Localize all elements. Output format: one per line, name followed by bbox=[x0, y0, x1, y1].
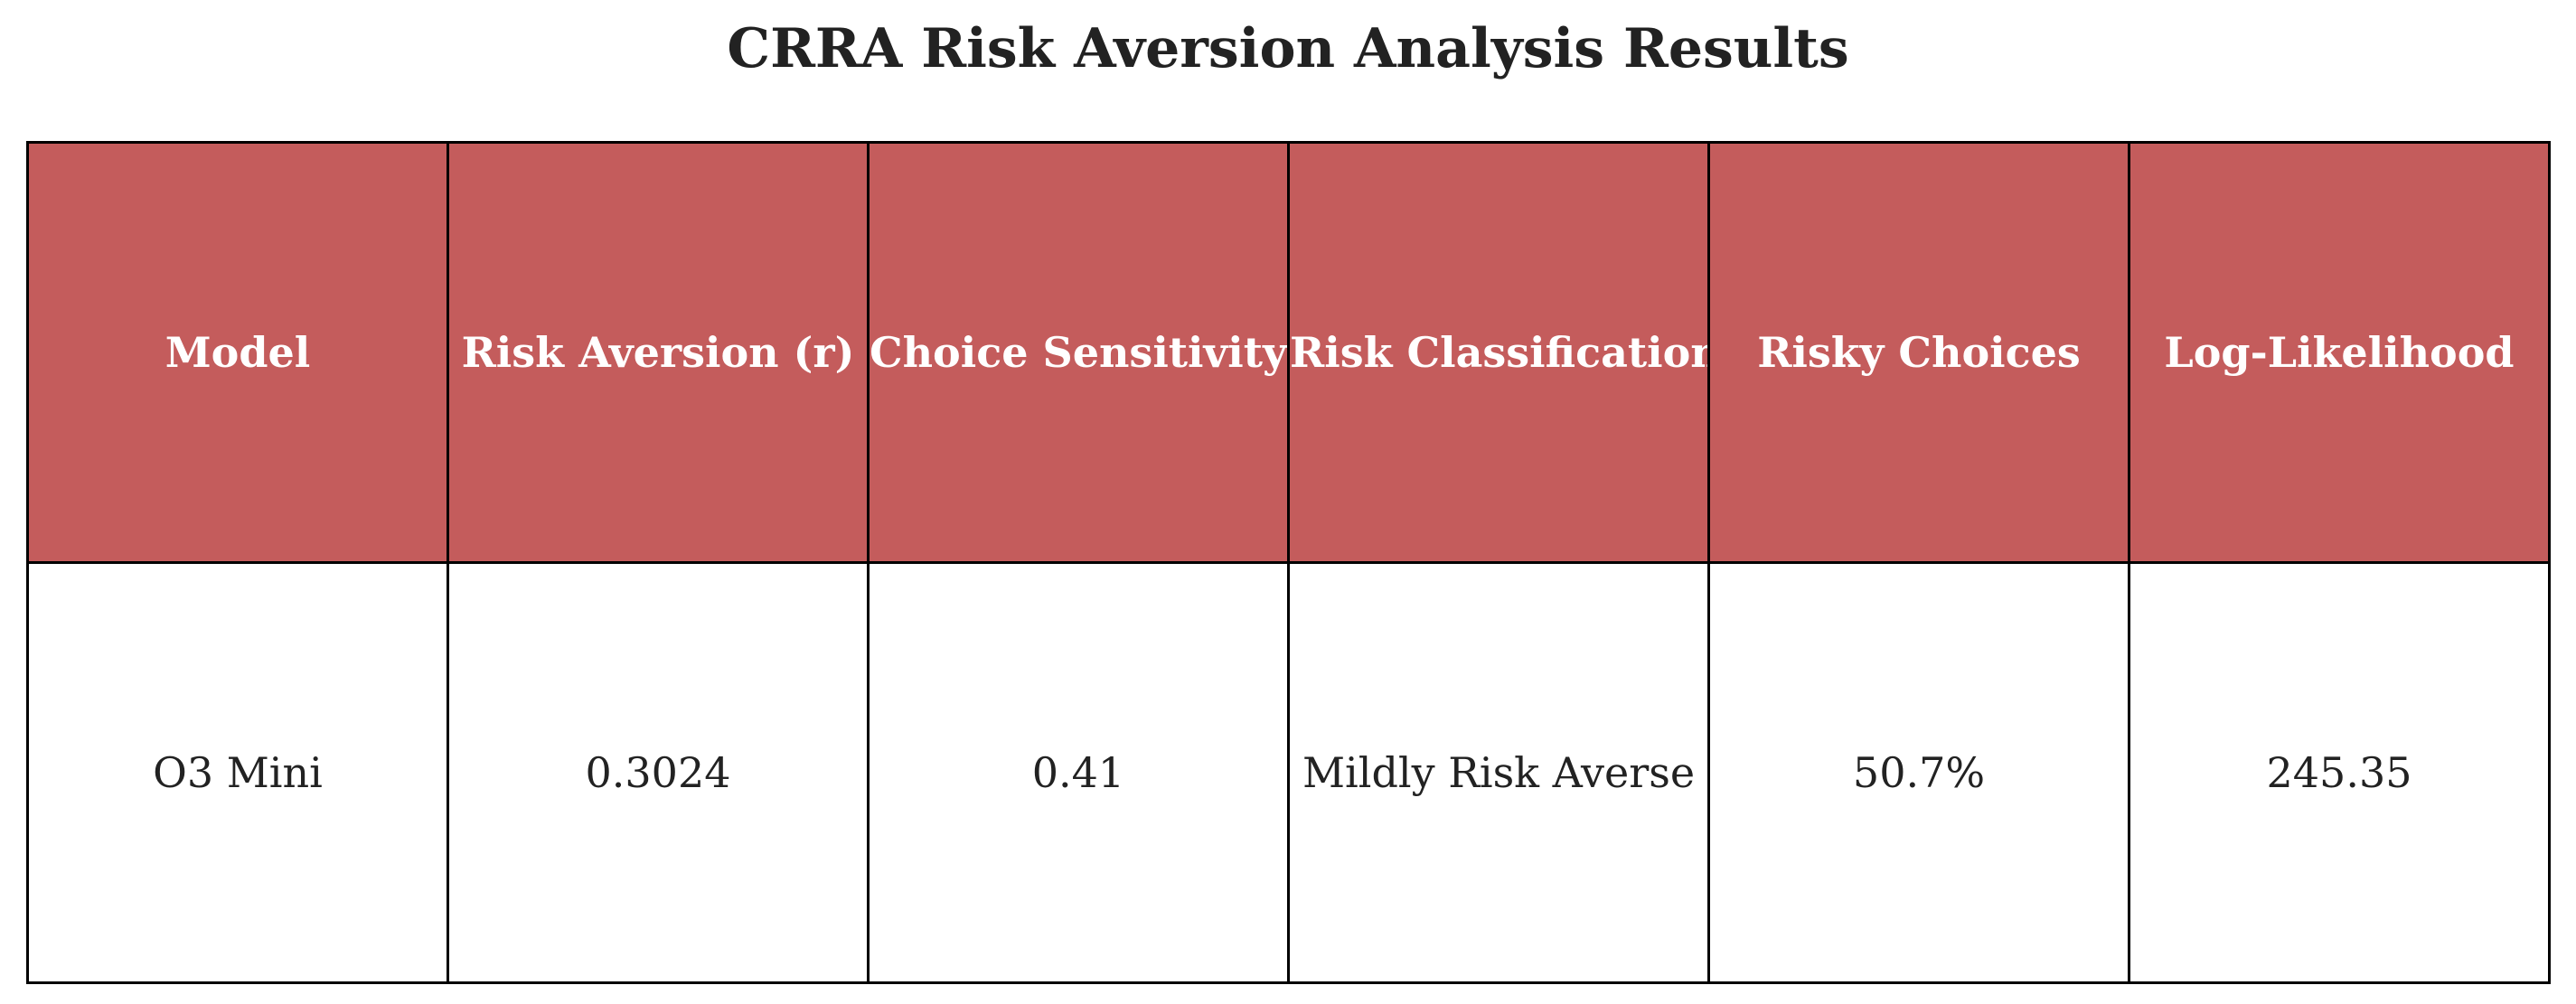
results-table: Model Risk Aversion (r) Choice Sensitivi… bbox=[26, 141, 2551, 984]
cell-risk-aversion: 0.3024 bbox=[447, 561, 870, 984]
table-row: O3 Mini 0.3024 0.41 Mildly Risk Averse 5… bbox=[26, 561, 2551, 984]
cell-model: O3 Mini bbox=[26, 561, 449, 984]
header-cell-model: Model bbox=[26, 141, 449, 564]
header-cell-risky-choices: Risky Choices bbox=[1707, 141, 2130, 564]
cell-log-likelihood: 245.35 bbox=[2128, 561, 2551, 984]
header-cell-log-likelihood: Log-Likelihood bbox=[2128, 141, 2551, 564]
header-cell-risk-classification: Risk Classification bbox=[1287, 141, 1710, 564]
cell-risk-classification: Mildly Risk Averse bbox=[1287, 561, 1710, 984]
cell-risky-choices: 50.7% bbox=[1707, 561, 2130, 984]
header-cell-choice-sensitivity: Choice Sensitivity (λ) bbox=[867, 141, 1290, 564]
chart-title: CRRA Risk Aversion Analysis Results bbox=[727, 17, 1849, 80]
header-cell-risk-aversion: Risk Aversion (r) bbox=[447, 141, 870, 564]
table-header-row: Model Risk Aversion (r) Choice Sensitivi… bbox=[26, 141, 2551, 564]
cell-choice-sensitivity: 0.41 bbox=[867, 561, 1290, 984]
